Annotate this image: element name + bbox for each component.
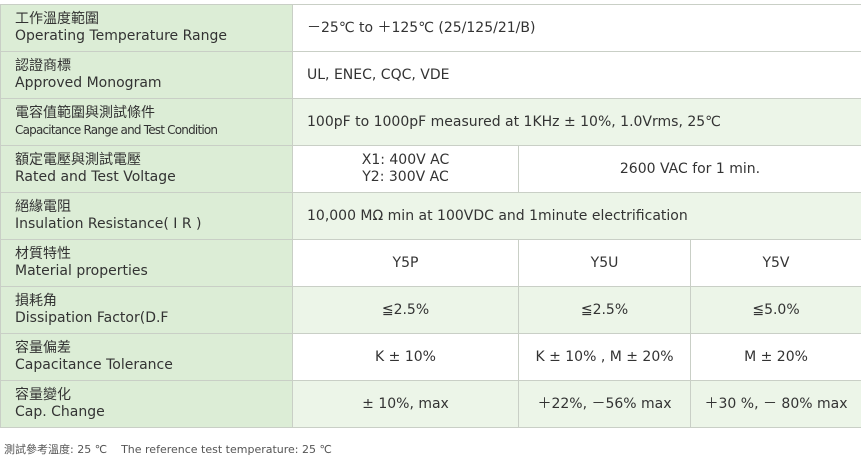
label-zh: 工作溫度範圍 — [15, 11, 99, 27]
value-cell: ≦2.5% — [518, 286, 691, 334]
value-line: Y5U — [590, 254, 619, 271]
label-en: Capacitance Tolerance — [15, 357, 173, 373]
value-line: Y2: 300V AC — [362, 169, 449, 185]
value-cell: 10,000 MΩ min at 100VDC and 1minute elec… — [292, 192, 861, 240]
label-zh: 認證商標 — [15, 58, 71, 74]
value-cell: M ± 20% — [690, 333, 861, 381]
value-cell: ＋22%, －56% max — [518, 380, 691, 428]
label-en: Capacitance Range and Test Condition — [15, 123, 218, 137]
value-line: Y5V — [762, 254, 790, 271]
label-en: Dissipation Factor(D.F — [15, 310, 169, 326]
row: 絕緣電阻 Insulation Resistance( I R ) 10,000 M… — [0, 192, 861, 240]
row: 損耗角 Dissipation Factor(D.F ≦2.5% ≦2.5% ≦5.0% — [0, 286, 861, 334]
value-line: －25℃ to ＋125℃ (25/125/21/B) — [307, 19, 536, 36]
value-line: K ± 10% — [375, 348, 436, 365]
label-en: Rated and Test Voltage — [15, 169, 176, 185]
value-cell: －25℃ to ＋125℃ (25/125/21/B) — [292, 4, 861, 52]
value-cell: ≦5.0% — [690, 286, 861, 334]
value-line: ≦2.5% — [580, 301, 629, 318]
label-cell: 容量變化 Cap. Change — [0, 380, 293, 428]
footer-zh: 測試參考溫度: 25 ℃ — [4, 443, 108, 456]
label-zh: 損耗角 — [15, 293, 57, 309]
label-zh: 容量偏差 — [15, 340, 71, 356]
value-line: X1: 400V AC — [361, 152, 450, 168]
value-cell: ＋30 %, － 80% max — [690, 380, 861, 428]
row: 容量偏差 Capacitance Tolerance K ± 10% K ± 10% … — [0, 333, 861, 381]
spec-table: 工作溫度範圍 Operating Temperature Range －25℃ to… — [0, 4, 861, 428]
label-cell: 容量偏差 Capacitance Tolerance — [0, 333, 293, 381]
row: 認證商標 Approved Monogram UL, ENEC, CQC, VDE — [0, 51, 861, 99]
label-cell: 絕緣電阻 Insulation Resistance( I R ) — [0, 192, 293, 240]
label-zh: 材質特性 — [15, 246, 71, 262]
value-cell: 2600 VAC for 1 min. — [518, 145, 861, 193]
label-zh: 容量變化 — [15, 387, 71, 403]
value-line: M ± 20% — [744, 348, 808, 365]
value-line: ＋22%, －56% max — [537, 395, 672, 412]
footer: 測試參考溫度: 25 ℃ The reference test temperatu… — [4, 441, 346, 457]
label-zh: 電容值範圍與測試條件 — [15, 105, 155, 121]
label-en: Insulation Resistance( I R ) — [15, 216, 202, 232]
label-zh: 絕緣電阻 — [15, 199, 71, 215]
value-cell: 100pF to 1000pF measured at 1KHz ± 10%, … — [292, 98, 861, 146]
label-cell: 電容值範圍與測試條件 Capacitance Range and Test Con… — [0, 98, 293, 146]
label-en: Operating Temperature Range — [15, 28, 227, 44]
value-line: 10,000 MΩ min at 100VDC and 1minute elec… — [307, 207, 688, 224]
value-cell: Y5U — [518, 239, 691, 287]
value-cell: Y5V — [690, 239, 861, 287]
footer-en: The reference test temperature: 25 ℃ — [121, 443, 332, 456]
label-cell: 認證商標 Approved Monogram — [0, 51, 293, 99]
value-cell: K ± 10% , M ± 20% — [518, 333, 691, 381]
value-line: Y5P — [392, 254, 419, 271]
value-cell: K ± 10% — [292, 333, 519, 381]
value-line: UL, ENEC, CQC, VDE — [307, 66, 450, 83]
row: 額定電壓與測試電壓 Rated and Test Voltage X1: 400V … — [0, 145, 861, 193]
value-line: K ± 10% , M ± 20% — [535, 348, 674, 365]
row: 電容值範圍與測試條件 Capacitance Range and Test Con… — [0, 98, 861, 146]
value-line: ≦5.0% — [752, 301, 800, 318]
value-cell: UL, ENEC, CQC, VDE — [292, 51, 861, 99]
label-zh: 額定電壓與測試電壓 — [15, 152, 141, 168]
row: 工作溫度範圍 Operating Temperature Range －25℃ to… — [0, 4, 861, 52]
value-line: ± 10%, max — [362, 395, 449, 412]
row: 材質特性 Material properties Y5P Y5U Y5V — [0, 239, 861, 287]
value-line: 2600 VAC for 1 min. — [619, 160, 761, 177]
value-cell: ± 10%, max — [292, 380, 519, 428]
label-cell: 額定電壓與測試電壓 Rated and Test Voltage — [0, 145, 293, 193]
label-cell: 工作溫度範圍 Operating Temperature Range — [0, 4, 293, 52]
value-line: ＋30 %, － 80% max — [704, 395, 848, 412]
value-cell: X1: 400V AC Y2: 300V AC — [292, 145, 519, 193]
label-cell: 損耗角 Dissipation Factor(D.F — [0, 286, 293, 334]
value-line: 100pF to 1000pF measured at 1KHz ± 10%, … — [307, 113, 721, 130]
table-body: 工作溫度範圍 Operating Temperature Range －25℃ to… — [0, 4, 861, 428]
label-en: Material properties — [15, 263, 148, 279]
value-line: ≦2.5% — [381, 301, 430, 318]
value-cell: Y5P — [292, 239, 519, 287]
value-cell: ≦2.5% — [292, 286, 519, 334]
label-cell: 材質特性 Material properties — [0, 239, 293, 287]
label-en: Cap. Change — [15, 404, 105, 420]
label-en: Approved Monogram — [15, 75, 162, 91]
row: 容量變化 Cap. Change ± 10%, max ＋22%, －56% max ＋… — [0, 380, 861, 428]
